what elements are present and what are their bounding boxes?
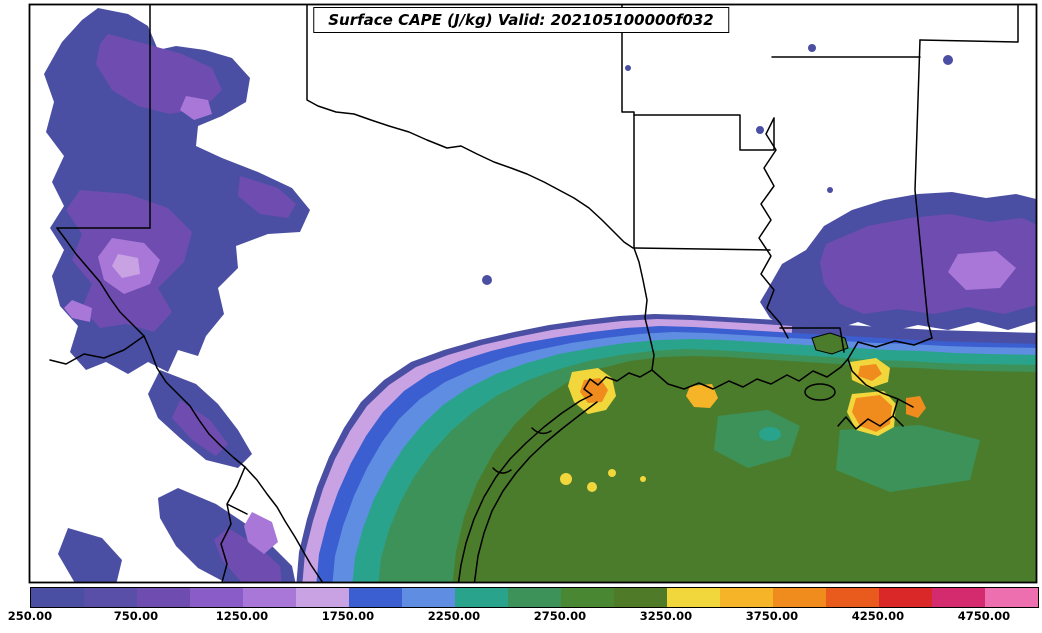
coastline-louisiana bbox=[651, 358, 849, 390]
cape-speck bbox=[756, 126, 764, 134]
bay-squiggle-2 bbox=[492, 467, 512, 474]
cape-speck bbox=[827, 187, 833, 193]
colorbar-segment bbox=[508, 588, 561, 607]
colorbar-segment bbox=[243, 588, 296, 607]
colorbar-tick-label: 2750.00 bbox=[533, 609, 587, 623]
colorbar-segment bbox=[349, 588, 402, 607]
border-mexico-states-2 bbox=[220, 466, 248, 582]
colorbar-segment bbox=[561, 588, 614, 607]
colorbar-tick-label: 1250.00 bbox=[215, 609, 269, 623]
colorbar-tick-label: 750.00 bbox=[113, 609, 159, 623]
colorbar-segment bbox=[985, 588, 1038, 607]
border-ok-ar bbox=[621, 5, 635, 249]
cape-speck bbox=[482, 275, 492, 285]
colorbar-segment bbox=[455, 588, 508, 607]
colorbar-segment bbox=[667, 588, 720, 607]
cape-core-lighter-patch-2 bbox=[836, 425, 980, 492]
map-title: Surface CAPE (J/kg) Valid: 202105100000f… bbox=[313, 7, 729, 33]
cape-yellow-dot bbox=[587, 482, 597, 492]
colorbar-tick-label: 4750.00 bbox=[957, 609, 1011, 623]
colorbar bbox=[30, 587, 1039, 608]
border-la-ms bbox=[779, 327, 845, 353]
colorbar-segment bbox=[773, 588, 826, 607]
colorbar-tick-label: 1750.00 bbox=[321, 609, 375, 623]
cape-yellow-dot bbox=[608, 469, 616, 477]
border-tx-panhandle-red-river bbox=[306, 5, 634, 249]
cape-yellow-dot bbox=[560, 473, 572, 485]
cape-region-west-plum bbox=[112, 254, 140, 278]
cape-speck bbox=[625, 65, 631, 71]
border-ms-al bbox=[914, 39, 933, 339]
cape-max-delta-orange bbox=[906, 396, 926, 418]
colorbar-segment bbox=[879, 588, 932, 607]
colorbar-segment bbox=[190, 588, 243, 607]
colorbar-tick-label: 3250.00 bbox=[639, 609, 693, 623]
coastline-texas bbox=[457, 369, 653, 582]
map-borders-layer bbox=[49, 5, 1019, 582]
cape-core-lighter-patch-1 bbox=[714, 410, 800, 468]
cape-max-louisiana-orange-2 bbox=[852, 395, 892, 432]
lake-pontchartrain bbox=[804, 383, 836, 401]
cape-louisiana-darkgreen-blob bbox=[811, 332, 849, 355]
cape-max-mid-gold bbox=[686, 384, 718, 408]
coastline-mississippi-delta bbox=[837, 358, 914, 430]
border-ar-la bbox=[633, 247, 771, 251]
cape-region-west-orchid-2 bbox=[180, 96, 212, 120]
colorbar-segment bbox=[932, 588, 985, 607]
coastline-ms-al bbox=[847, 337, 933, 360]
cape-speck bbox=[808, 44, 816, 52]
cape-region-mexico-purple bbox=[214, 528, 282, 582]
cape-speck bbox=[943, 55, 953, 65]
plot-frame bbox=[28, 3, 1038, 584]
cape-max-louisiana-orange-1 bbox=[858, 364, 882, 381]
colorbar-segments bbox=[31, 588, 1038, 607]
cape-fill-layer bbox=[44, 8, 1036, 582]
colorbar-segment bbox=[720, 588, 773, 607]
border-rio-grande bbox=[56, 227, 324, 582]
border-top-right-corner bbox=[919, 5, 1019, 43]
bay-squiggle-1 bbox=[531, 427, 552, 435]
colorbar-segment bbox=[614, 588, 667, 607]
cape-core-teal-spot bbox=[759, 427, 781, 441]
border-mississippi-river bbox=[758, 117, 789, 339]
cape-region-mexico-orchid bbox=[244, 512, 278, 554]
cape-region-west-orchid-3 bbox=[64, 300, 92, 322]
cape-region-west-purple-arm bbox=[238, 176, 296, 218]
colorbar-segment bbox=[402, 588, 455, 607]
cape-region-mexico-patch-2 bbox=[58, 528, 122, 582]
colorbar-segment bbox=[84, 588, 137, 607]
colorbar-tick-label: 2250.00 bbox=[427, 609, 481, 623]
colorbar-segment bbox=[31, 588, 84, 607]
border-tx-la-sabine bbox=[633, 247, 655, 371]
border-mexico-states-1 bbox=[49, 335, 145, 365]
cape-region-west-purple-1 bbox=[96, 34, 222, 114]
colorbar-tick-label: 4250.00 bbox=[851, 609, 905, 623]
colorbar-segment bbox=[137, 588, 190, 607]
border-mo-ar-bootheel bbox=[633, 114, 775, 151]
cape-yellow-dot bbox=[640, 476, 646, 482]
coastline-texas-barrier-islands bbox=[473, 401, 598, 582]
cape-region-east-orchid bbox=[948, 251, 1016, 290]
cape-region-riogrande-purple bbox=[172, 400, 228, 456]
colorbar-segment bbox=[826, 588, 879, 607]
colorbar-segment bbox=[296, 588, 349, 607]
colorbar-tick-label: 3750.00 bbox=[745, 609, 799, 623]
colorbar-ticks: 250.00 750.00 1250.00 1750.00 2250.00 2750.00… bbox=[8, 609, 1037, 627]
colorbar-tick-label: 250.00 bbox=[7, 609, 53, 623]
